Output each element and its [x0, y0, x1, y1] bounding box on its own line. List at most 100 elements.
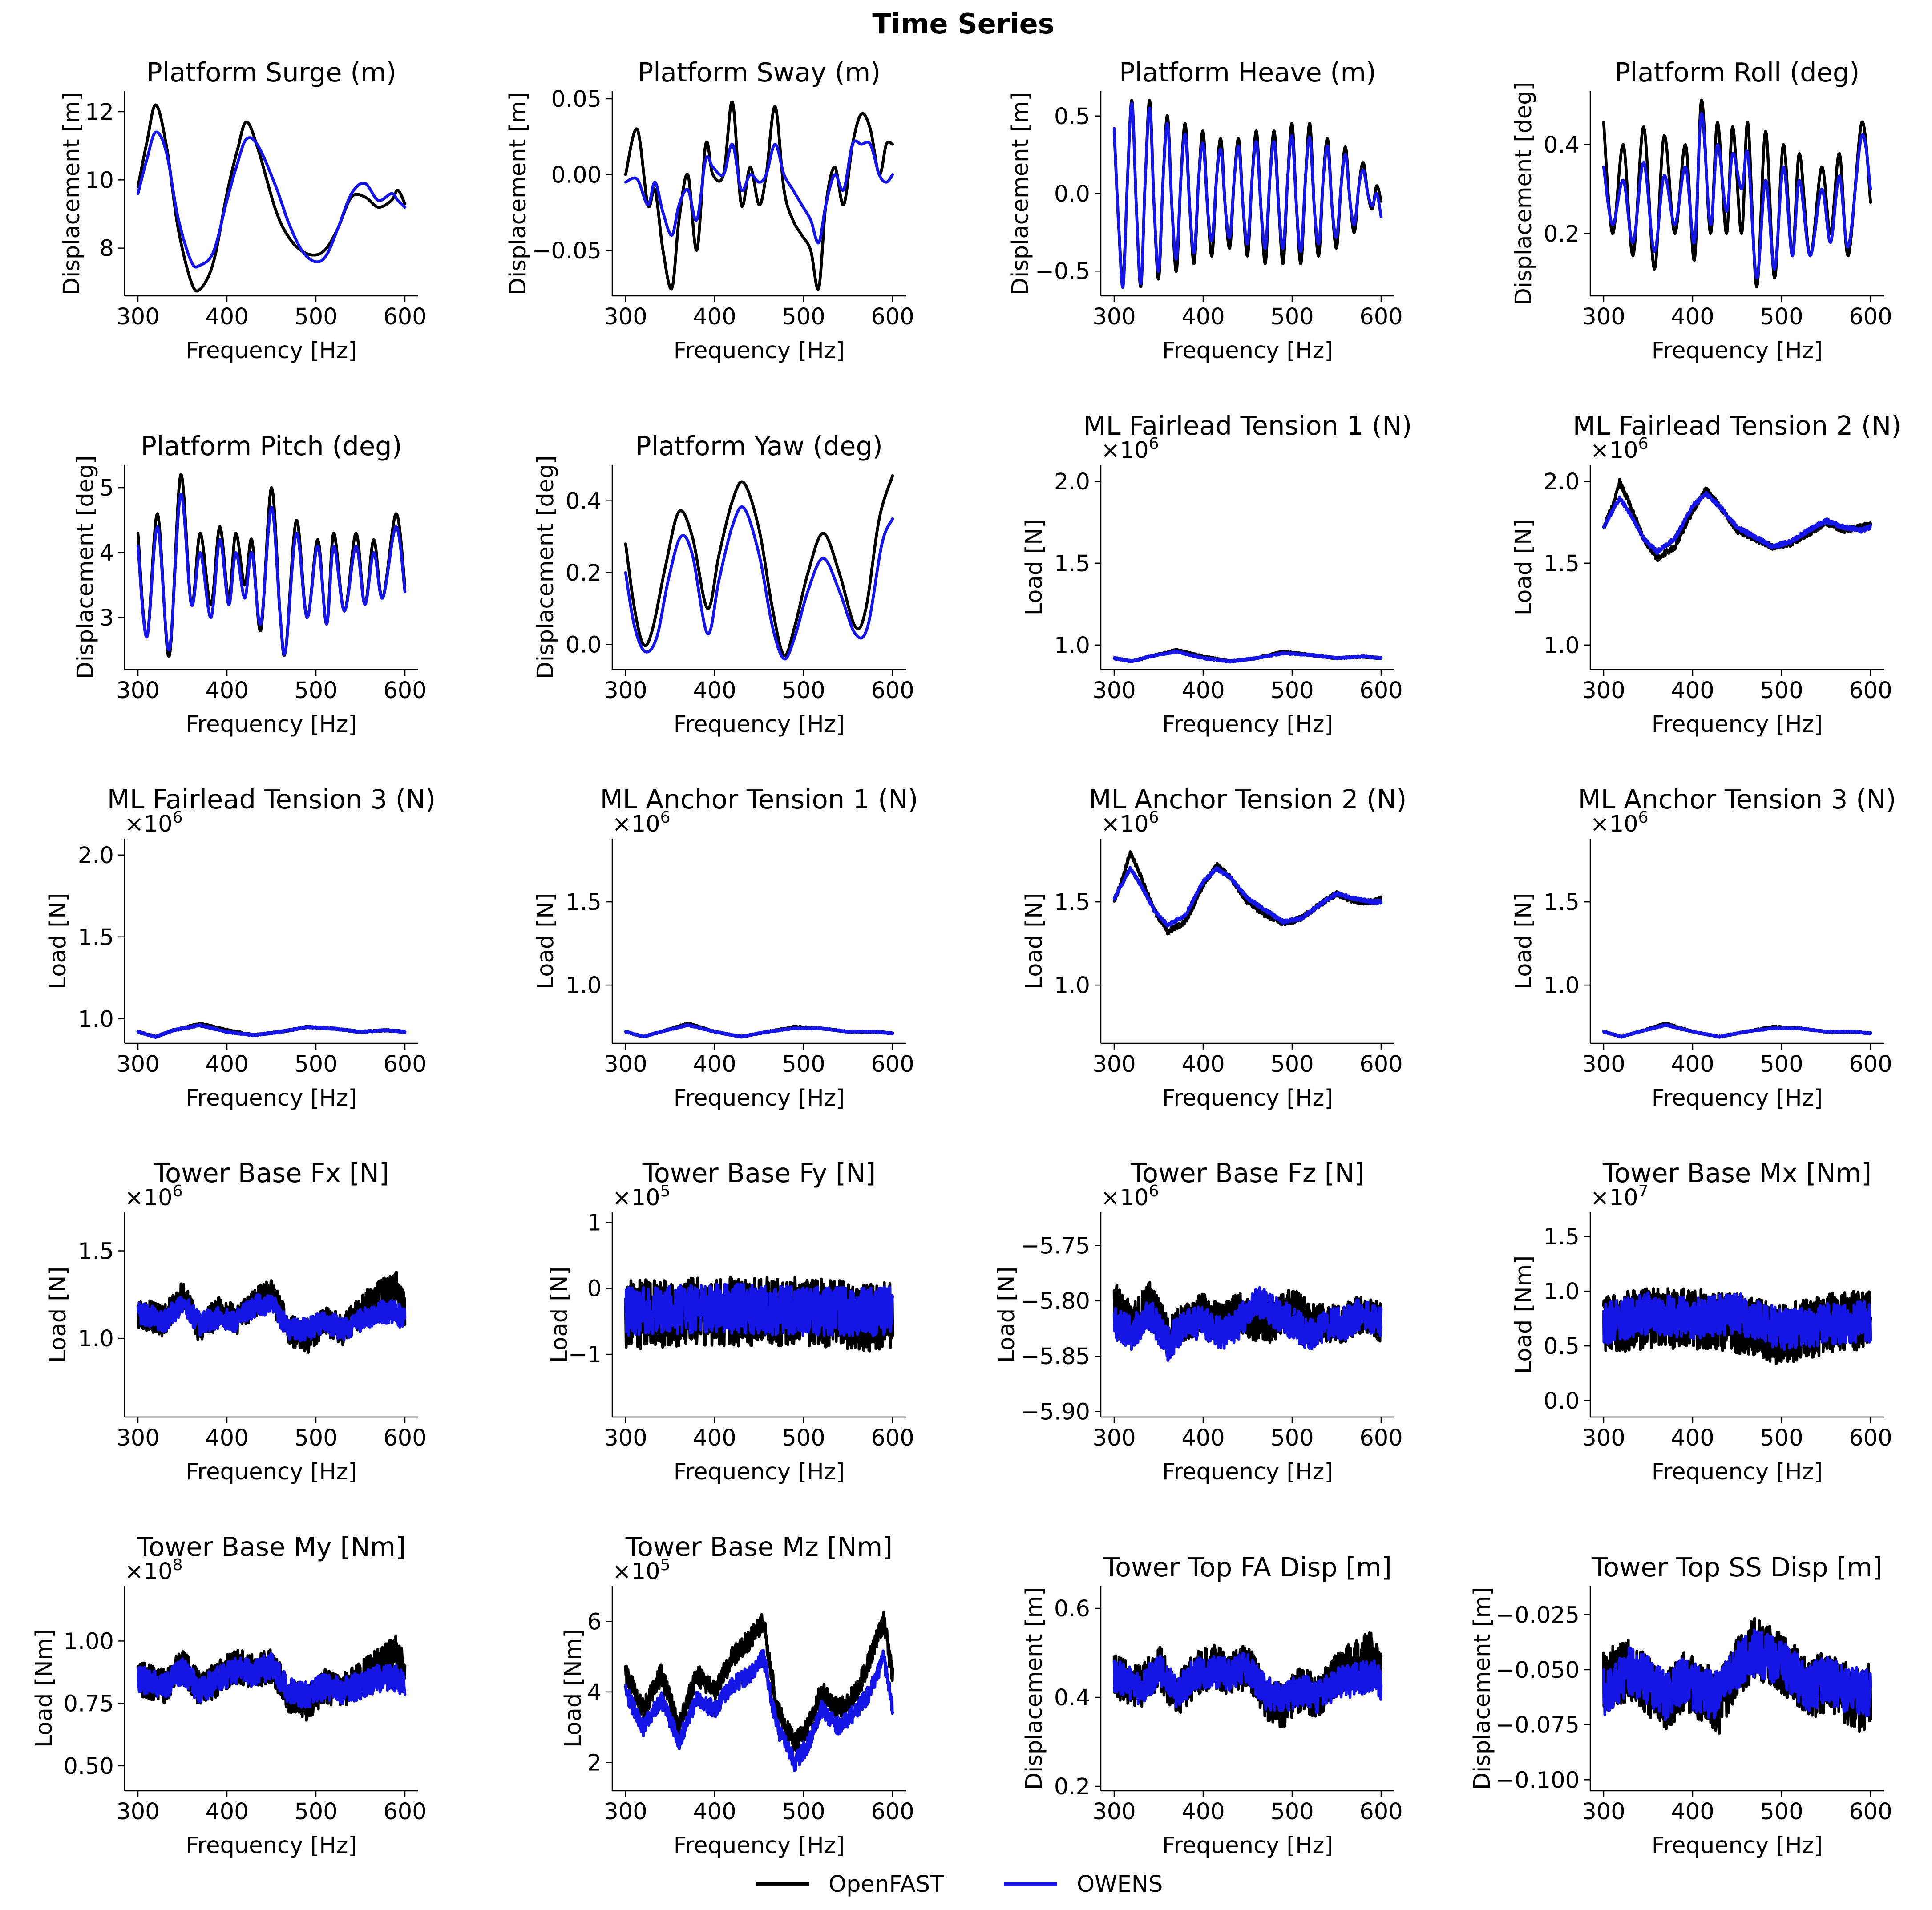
x-tick-label: 400	[693, 678, 736, 704]
x-tick-label: 400	[1671, 304, 1714, 330]
plot-area	[1112, 1281, 1383, 1362]
y-tick-label: 1.5	[78, 925, 114, 951]
x-axis-label: Frequency [Hz]	[1652, 1085, 1823, 1111]
axis-multiplier: ×106	[125, 1182, 183, 1211]
plot-area	[1602, 477, 1872, 562]
x-tick-label: 400	[1671, 1799, 1714, 1825]
subplot-tower-base-fx-n: Tower Base Fx [N]×106 300 400 500 600 1.0 1.5 F…	[45, 1158, 427, 1485]
y-tick-label: 4	[100, 540, 114, 566]
y-axis-label: Load [N]	[1511, 519, 1537, 616]
y-tick-label: 0.0	[1054, 181, 1090, 207]
y-axis-label: Displacement [m]	[1469, 1587, 1495, 1790]
y-axis-label: Load [Nm]	[560, 1629, 586, 1748]
x-tick-label: 600	[383, 1051, 426, 1078]
x-tick-label: 600	[871, 304, 914, 330]
subplot-ml-fairlead-tension-3-n: ML Fairlead Tension 3 (N)×106 300 400 500 60…	[45, 784, 436, 1111]
y-axis-label: Load [N]	[1021, 893, 1047, 989]
y-tick-label: 4	[587, 1680, 602, 1706]
x-tick-label: 500	[782, 1051, 825, 1078]
subplot-platform-pitch-deg: Platform Pitch (deg) 300 400 500 600 3 4 5 Frequ…	[73, 431, 427, 738]
series-line-owens	[1112, 102, 1383, 289]
y-tick-label: −0.050	[1495, 1657, 1580, 1684]
subplot-platform-yaw-deg: Platform Yaw (deg) 300 400 500 600 0.0 0.2 0.4 F…	[533, 431, 914, 738]
y-tick-label: 0.5	[1544, 1333, 1580, 1360]
x-axis-label: Frequency [Hz]	[1162, 1459, 1334, 1485]
figure-title: Time Series	[872, 8, 1054, 40]
y-tick-label: 1.0	[1054, 633, 1090, 659]
y-tick-label: 0.75	[63, 1691, 114, 1717]
y-tick-label: 0.4	[566, 489, 602, 515]
x-tick-label: 600	[871, 1051, 914, 1078]
x-tick-label: 400	[1181, 1799, 1225, 1825]
x-tick-label: 300	[604, 1799, 647, 1825]
axis-multiplier: ×105	[612, 1182, 671, 1211]
subplot-title: ML Anchor Tension 1 (N)	[600, 784, 918, 815]
plot-area	[1602, 98, 1872, 289]
plot-area	[624, 1611, 894, 1773]
x-tick-label: 300	[1092, 1051, 1136, 1078]
axis-multiplier: ×105	[612, 1556, 671, 1585]
subplot-title: Tower Top FA Disp [m]	[1103, 1552, 1392, 1583]
axis-multiplier: ×108	[125, 1556, 183, 1585]
x-tick-label: 500	[294, 1425, 337, 1451]
axis-multiplier-exponent: 6	[1149, 808, 1159, 827]
series-line-owens	[1112, 866, 1383, 928]
series-line-owens	[624, 505, 894, 661]
subplot-platform-heave-m: Platform Heave (m) 300 400 500 600 −0.5 0.0 0.5…	[1007, 57, 1403, 364]
x-tick-label: 500	[782, 678, 825, 704]
y-tick-label: −5.90	[1021, 1399, 1090, 1425]
series-line-openfast	[624, 1611, 894, 1753]
x-tick-label: 400	[1181, 304, 1225, 330]
plot-area	[1112, 850, 1383, 936]
x-tick-label: 600	[1849, 1799, 1892, 1825]
x-tick-label: 400	[1181, 1425, 1225, 1451]
x-tick-label: 500	[1760, 1425, 1803, 1451]
y-tick-label: 1.5	[1054, 551, 1090, 577]
x-tick-label: 500	[294, 1799, 337, 1825]
x-tick-label: 600	[871, 1425, 914, 1451]
subplot-title: ML Fairlead Tension 1 (N)	[1083, 410, 1412, 441]
x-axis-label: Frequency [Hz]	[186, 1833, 357, 1859]
plot-area	[1112, 99, 1383, 289]
y-axis-label: Displacement [deg]	[73, 456, 99, 679]
axis-multiplier: ×106	[1101, 1182, 1159, 1211]
x-tick-label: 600	[1849, 678, 1892, 704]
x-tick-label: 600	[871, 1799, 914, 1825]
y-tick-label: 6	[587, 1609, 602, 1635]
legend-label-openfast: OpenFAST	[829, 1871, 944, 1898]
x-axis-label: Frequency [Hz]	[674, 1459, 845, 1485]
y-tick-label: −5.80	[1021, 1288, 1090, 1315]
axis-multiplier-exponent: 7	[1638, 1182, 1649, 1200]
y-tick-label: −1	[568, 1342, 602, 1368]
y-axis-label: Displacement [m]	[59, 92, 85, 295]
plot-area	[136, 1022, 407, 1039]
x-tick-label: 600	[871, 678, 914, 704]
series-line-owens	[1602, 491, 1872, 555]
x-tick-label: 600	[1359, 1799, 1403, 1825]
subplot-title: Platform Roll (deg)	[1615, 57, 1860, 88]
y-tick-label: 0	[587, 1276, 602, 1302]
series-line-owens	[1602, 1291, 1872, 1351]
y-tick-label: 0.2	[566, 560, 602, 586]
x-tick-label: 500	[782, 304, 825, 330]
y-axis-label: Load [N]	[45, 1267, 71, 1363]
y-tick-label: 1.5	[1544, 1224, 1580, 1250]
x-tick-label: 400	[1671, 1425, 1714, 1451]
y-axis-label: Displacement [m]	[1021, 1587, 1047, 1790]
x-tick-label: 300	[1582, 1051, 1625, 1078]
y-tick-label: 1.5	[1054, 889, 1090, 916]
y-tick-label: 1.00	[63, 1628, 114, 1655]
y-axis-label: Load [N]	[1021, 519, 1047, 616]
series-line-owens	[136, 1652, 407, 1709]
x-tick-label: 500	[1760, 1799, 1803, 1825]
plot-area	[1602, 1022, 1872, 1039]
x-tick-label: 400	[693, 1425, 736, 1451]
series-line-owens	[136, 1293, 407, 1343]
x-tick-label: 500	[1270, 1799, 1314, 1825]
axis-multiplier: ×106	[612, 808, 671, 837]
x-axis-label: Frequency [Hz]	[674, 338, 845, 364]
plot-area	[1112, 647, 1383, 664]
series-line-owens	[1602, 112, 1872, 280]
y-axis-label: Load [Nm]	[31, 1629, 57, 1748]
y-tick-label: −5.75	[1021, 1233, 1090, 1260]
